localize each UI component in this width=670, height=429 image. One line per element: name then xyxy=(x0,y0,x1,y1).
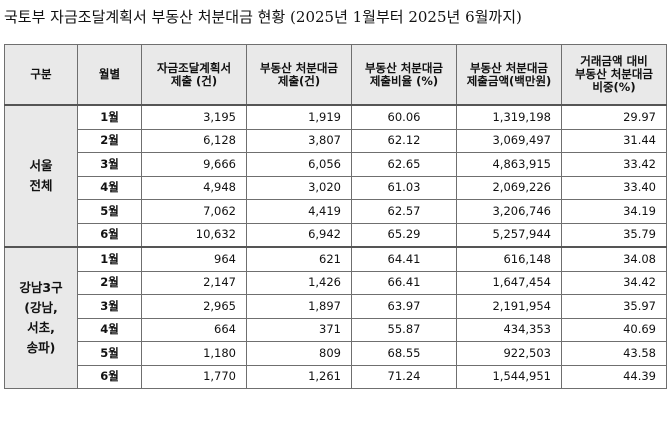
month-cell: 4월 xyxy=(77,317,142,342)
amount-cell: 434,353 xyxy=(456,317,562,342)
month-cell: 5월 xyxy=(77,341,142,366)
disposals-cell: 6,056 xyxy=(246,152,352,177)
share-cell: 35.79 xyxy=(561,222,667,248)
amount-cell: 3,206,746 xyxy=(456,199,562,224)
disposals-cell: 1,261 xyxy=(246,364,352,389)
table-row: 강남3구 (강남, 서초, 송파) 1월 964 621 64.41 616,148 34.08 xyxy=(4,246,667,389)
disposals-cell: 3,807 xyxy=(246,128,352,153)
plans-cell: 9,666 xyxy=(141,152,247,177)
amount-cell: 3,069,497 xyxy=(456,128,562,153)
share-cell: 33.42 xyxy=(561,152,667,177)
disposals-cell: 4,419 xyxy=(246,199,352,224)
plans-cell: 664 xyxy=(141,317,247,342)
ratio-cell: 68.55 xyxy=(351,341,457,366)
amount-cell: 2,069,226 xyxy=(456,175,562,200)
month-cell: 4월 xyxy=(77,175,142,200)
share-cell: 44.39 xyxy=(561,364,667,389)
table-row: 2월 6,128 3,807 62.12 3,069,497 31.44 xyxy=(5,128,667,153)
plans-cell: 2,147 xyxy=(141,270,247,295)
header-row: 구분 월별 자금조달계획서 제출 (건) 부동산 처분대금 제출(건) 부동산 처분… xyxy=(4,44,667,106)
table-row: 5월 7,062 4,419 62.57 3,206,746 34.19 xyxy=(5,199,667,224)
header-plans: 자금조달계획서 제출 (건) xyxy=(141,44,247,106)
header-disposals: 부동산 처분대금 제출(건) xyxy=(246,44,352,106)
table-row: 6월 1,770 1,261 71.24 1,544,951 44.39 xyxy=(5,364,667,389)
ratio-cell: 66.41 xyxy=(351,270,457,295)
plans-cell: 1,770 xyxy=(141,364,247,389)
ratio-cell: 60.06 xyxy=(351,104,457,130)
header-ratio: 부동산 처분대금 제출비율 (%) xyxy=(351,44,457,106)
disposal-table: 구분 월별 자금조달계획서 제출 (건) 부동산 처분대금 제출(건) 부동산 처분… xyxy=(4,44,667,389)
month-cell: 1월 xyxy=(77,104,142,130)
share-cell: 31.44 xyxy=(561,128,667,153)
header-month: 월별 xyxy=(77,44,142,106)
document-title: 국토부 자금조달계획서 부동산 처분대금 현황 (2025년 1월부터 2025… xyxy=(4,8,522,26)
disposals-cell: 371 xyxy=(246,317,352,342)
disposals-cell: 3,020 xyxy=(246,175,352,200)
disposals-cell: 1,919 xyxy=(246,104,352,130)
share-cell: 34.19 xyxy=(561,199,667,224)
amount-cell: 1,319,198 xyxy=(456,104,562,130)
plans-cell: 2,965 xyxy=(141,294,247,319)
month-cell: 1월 xyxy=(77,246,142,272)
month-cell: 2월 xyxy=(77,270,142,295)
disposals-cell: 621 xyxy=(246,246,352,272)
plans-cell: 6,128 xyxy=(141,128,247,153)
disposals-cell: 809 xyxy=(246,341,352,366)
amount-cell: 616,148 xyxy=(456,246,562,272)
month-cell: 6월 xyxy=(77,364,142,389)
share-cell: 35.97 xyxy=(561,294,667,319)
ratio-cell: 65.29 xyxy=(351,222,457,248)
share-cell: 34.42 xyxy=(561,270,667,295)
amount-cell: 1,544,951 xyxy=(456,364,562,389)
ratio-cell: 64.41 xyxy=(351,246,457,272)
table-row: 6월 10,632 6,942 65.29 5,257,944 35.79 xyxy=(5,222,667,248)
plans-cell: 10,632 xyxy=(141,222,247,248)
plans-cell: 1,180 xyxy=(141,341,247,366)
month-cell: 3월 xyxy=(77,152,142,177)
amount-cell: 2,191,954 xyxy=(456,294,562,319)
plans-cell: 964 xyxy=(141,246,247,272)
table-row: 5월 1,180 809 68.55 922,503 43.58 xyxy=(5,341,667,366)
table-row: 서울 전체 1월 3,195 1,919 60.06 1,319,198 29.97 xyxy=(4,104,667,248)
amount-cell: 922,503 xyxy=(456,341,562,366)
disposals-cell: 1,426 xyxy=(246,270,352,295)
table-row: 4월 664 371 55.87 434,353 40.69 xyxy=(5,317,667,342)
amount-cell: 1,647,454 xyxy=(456,270,562,295)
region-label: 강남3구 (강남, 서초, 송파) xyxy=(4,246,78,389)
share-cell: 40.69 xyxy=(561,317,667,342)
month-cell: 3월 xyxy=(77,294,142,319)
plans-cell: 7,062 xyxy=(141,199,247,224)
region-label: 서울 전체 xyxy=(4,104,78,248)
header-amount: 부동산 처분대금 제출금액(백만원) xyxy=(456,44,562,106)
header-share: 거래금액 대비 부동산 처분대금 비중(%) xyxy=(561,44,667,106)
table-row: 4월 4,948 3,020 61.03 2,069,226 33.40 xyxy=(5,175,667,200)
share-cell: 29.97 xyxy=(561,104,667,130)
share-cell: 33.40 xyxy=(561,175,667,200)
table-row: 3월 9,666 6,056 62.65 4,863,915 33.42 xyxy=(5,152,667,177)
disposals-cell: 1,897 xyxy=(246,294,352,319)
plans-cell: 3,195 xyxy=(141,104,247,130)
ratio-cell: 62.65 xyxy=(351,152,457,177)
ratio-cell: 55.87 xyxy=(351,317,457,342)
disposals-cell: 6,942 xyxy=(246,222,352,248)
plans-cell: 4,948 xyxy=(141,175,247,200)
table-row: 3월 2,965 1,897 63.97 2,191,954 35.97 xyxy=(5,294,667,319)
ratio-cell: 62.12 xyxy=(351,128,457,153)
header-region: 구분 xyxy=(4,44,78,106)
ratio-cell: 61.03 xyxy=(351,175,457,200)
month-cell: 2월 xyxy=(77,128,142,153)
month-cell: 6월 xyxy=(77,222,142,248)
ratio-cell: 62.57 xyxy=(351,199,457,224)
amount-cell: 5,257,944 xyxy=(456,222,562,248)
share-cell: 34.08 xyxy=(561,246,667,272)
amount-cell: 4,863,915 xyxy=(456,152,562,177)
month-cell: 5월 xyxy=(77,199,142,224)
share-cell: 43.58 xyxy=(561,341,667,366)
table-row: 2월 2,147 1,426 66.41 1,647,454 34.42 xyxy=(5,270,667,295)
ratio-cell: 63.97 xyxy=(351,294,457,319)
ratio-cell: 71.24 xyxy=(351,364,457,389)
